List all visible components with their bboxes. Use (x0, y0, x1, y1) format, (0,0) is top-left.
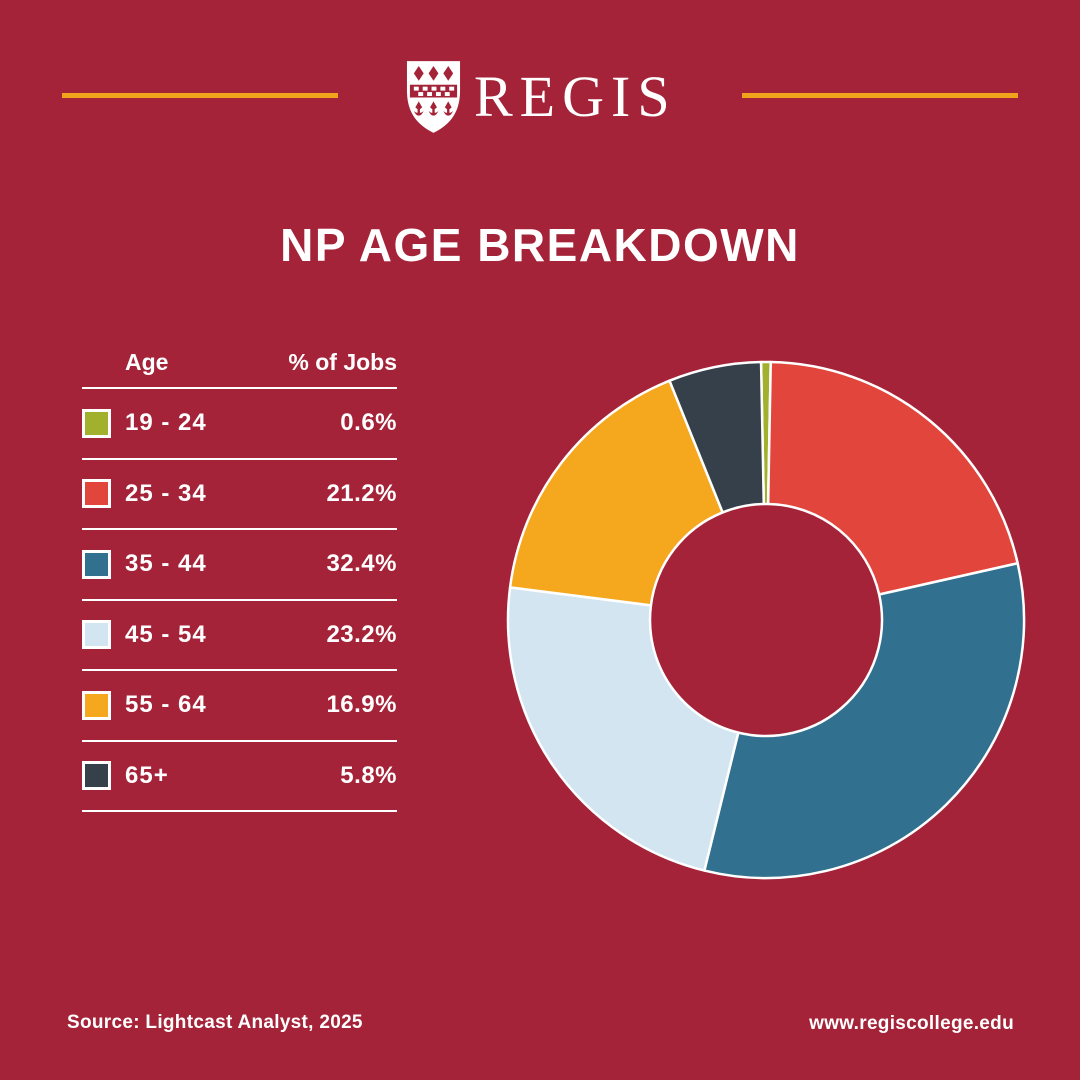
column-header-jobs: % of Jobs (288, 349, 397, 375)
regis-logo: REGIS (405, 60, 677, 134)
percent-value: 23.2% (326, 620, 397, 648)
table-header: Age % of Jobs (82, 349, 397, 389)
legend-swatch (82, 690, 111, 720)
table-row: 45 - 54 23.2% (82, 601, 397, 671)
legend-swatch (82, 408, 111, 438)
donut-chart (506, 360, 1026, 880)
age-range-label: 45 - 54 (125, 620, 207, 648)
legend-swatch (82, 549, 111, 579)
donut-segment-25-34 (766, 360, 1019, 596)
table-row: 55 - 64 16.9% (82, 671, 397, 742)
table-row: 35 - 44 32.4% (82, 530, 397, 601)
legend-swatch (82, 620, 111, 650)
legend-swatch (82, 761, 111, 791)
donut-segment-65+ (668, 360, 766, 514)
age-range-label: 19 - 24 (125, 409, 207, 437)
age-range-label: 25 - 34 (125, 479, 207, 507)
percent-value: 5.8% (340, 761, 397, 789)
gold-divider-right (742, 93, 1018, 98)
gold-divider-left (62, 93, 338, 98)
table-row: 25 - 34 21.2% (82, 460, 397, 530)
legend-swatch (82, 479, 111, 509)
table-row: 19 - 24 0.6% (82, 389, 397, 460)
table-row: 65+ 5.8% (82, 742, 397, 812)
brand-wordmark: REGIS (474, 64, 677, 129)
donut-segment-55-64 (508, 379, 724, 607)
age-range-label: 65+ (125, 761, 169, 789)
donut-segment-35-44 (703, 562, 1026, 880)
percent-value: 0.6% (340, 409, 397, 437)
age-breakdown-table: Age % of Jobs 19 - 24 0.6% 25 - 34 21.2%… (82, 349, 397, 812)
page-title: NP AGE BREAKDOWN (280, 219, 800, 271)
source-attribution: Source: Lightcast Analyst, 2025 (67, 1012, 363, 1033)
website-url: www.regiscollege.edu (809, 1013, 1014, 1034)
age-range-label: 55 - 64 (125, 691, 207, 719)
percent-value: 16.9% (326, 691, 397, 719)
percent-value: 32.4% (326, 550, 397, 578)
age-range-label: 35 - 44 (125, 550, 207, 578)
donut-segment-45-54 (506, 586, 740, 872)
percent-value: 21.2% (326, 479, 397, 507)
regis-crest-shield-icon (406, 61, 461, 133)
column-header-age: Age (125, 349, 169, 375)
